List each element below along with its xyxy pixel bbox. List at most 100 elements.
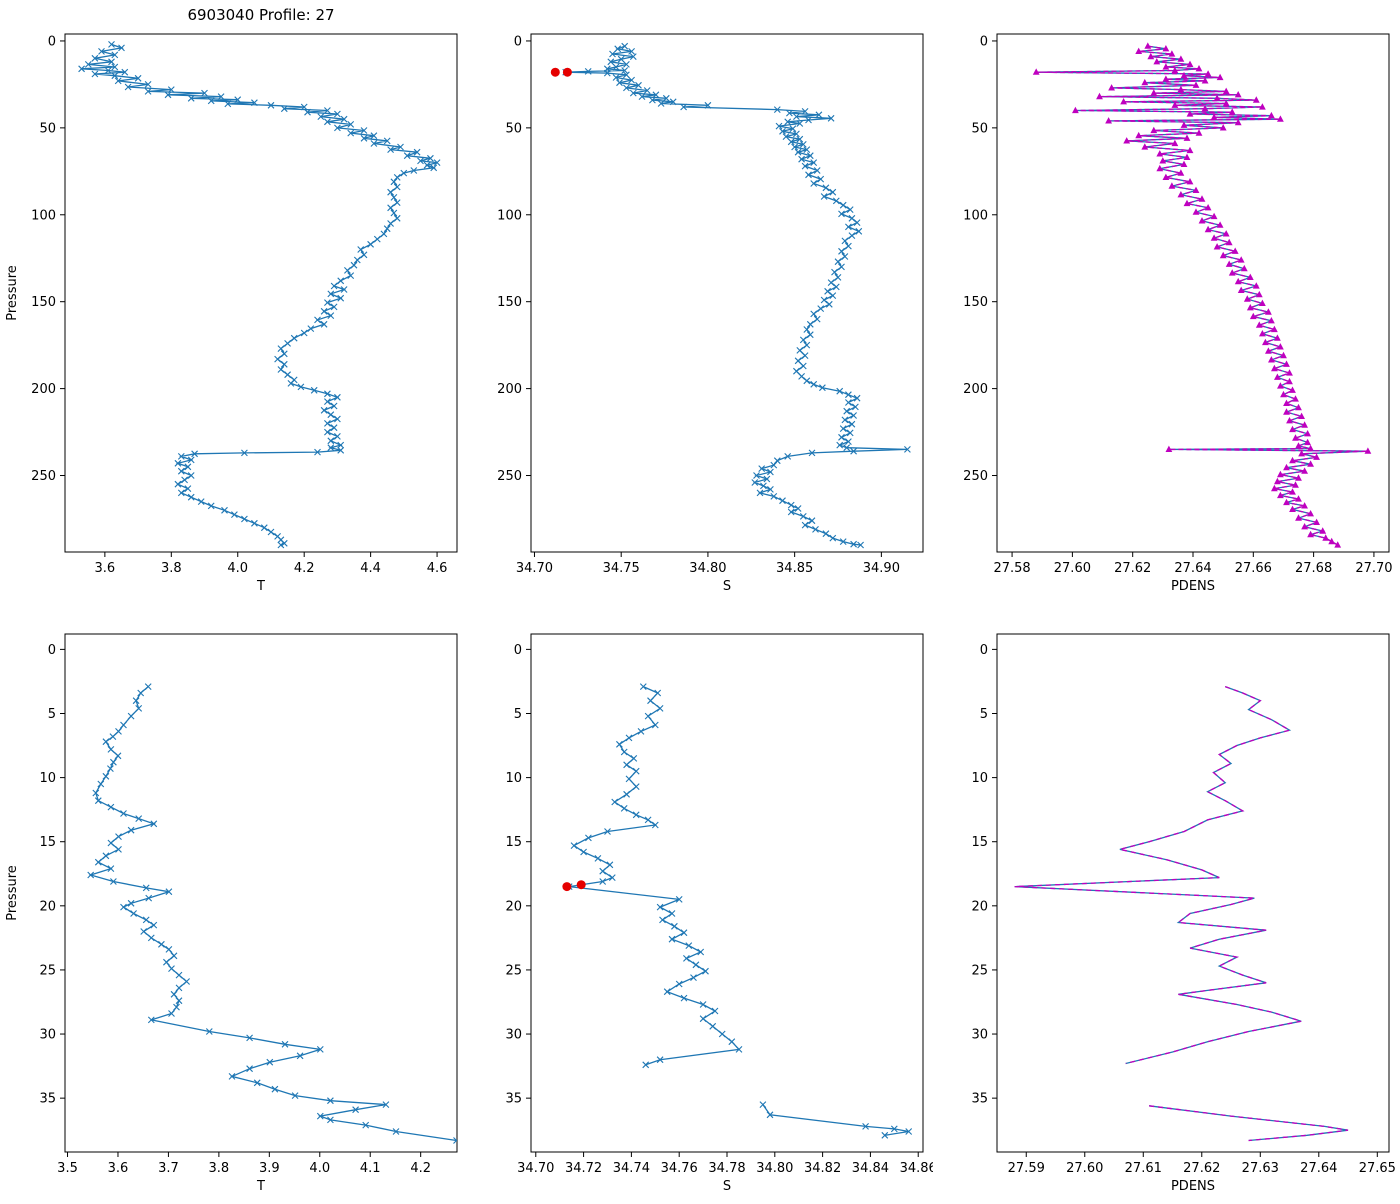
y-tick-label: 15 — [505, 835, 522, 850]
salinity-profile-zoom-path — [762, 1104, 909, 1136]
chart-svg: 34.70 34.75 34.80 34.85 34.90 0 50 100 150 200 250… — [497, 33, 924, 594]
y-tick-label: 10 — [971, 771, 988, 786]
y-tick-label: 250 — [31, 469, 56, 484]
x-tick-label: 27.60 — [1066, 1161, 1103, 1176]
pdens-profile-zoom-dashed-path — [1014, 685, 1302, 1065]
chart-svg: 34.70 34.72 34.74 34.76 34.78 34.80 34.82 34.84… — [505, 633, 937, 1194]
y-tick-label: 50 — [505, 121, 522, 136]
x-tick-label: 34.82 — [804, 1161, 841, 1176]
pdens-profile-zoom-dashed-path — [1149, 1105, 1349, 1142]
x-tick-label: 34.90 — [863, 561, 900, 576]
y-tick-label: 200 — [31, 382, 56, 397]
y-tick-label: 35 — [971, 1092, 988, 1107]
y-tick-label: 5 — [980, 707, 988, 722]
figure-title: 6903040 Profile: 27 — [187, 6, 334, 24]
y-tick-label: 20 — [505, 899, 522, 914]
x-tick-label: 34.75 — [603, 561, 640, 576]
x-axis-label: T — [256, 1179, 265, 1194]
y-tick-label: 0 — [514, 34, 522, 49]
x-tick-label: 27.63 — [1242, 1161, 1279, 1176]
x-tick-label: 27.66 — [1235, 561, 1272, 576]
y-tick-label: 35 — [39, 1092, 56, 1107]
x-tick-label: 3.9 — [259, 1161, 280, 1176]
y-tick-label: 150 — [497, 295, 522, 310]
y-tick-label: 15 — [971, 835, 988, 850]
y-axis-label: Pressure — [5, 265, 20, 321]
x-tick-label: 27.62 — [1114, 561, 1151, 576]
chart-svg: 3.5 3.6 3.7 3.8 3.9 4.0 4.1 4.2 0 5 10 15 20 25 30 35 T P… — [5, 633, 458, 1194]
pdens-profile-zoom-line-path — [1149, 1105, 1349, 1142]
y-tick-label: 250 — [963, 469, 988, 484]
axes-frame — [530, 33, 924, 553]
y-tick-label: 30 — [505, 1028, 522, 1043]
pdens-profile-line-path — [1036, 45, 1368, 546]
y-tick-label: 150 — [963, 295, 988, 310]
y-tick-label: 15 — [39, 835, 56, 850]
x-tick-label: 27.60 — [1054, 561, 1091, 576]
y-tick-label: 250 — [497, 469, 522, 484]
y-tick-label: 200 — [497, 382, 522, 397]
x-tick-label: 3.6 — [95, 561, 116, 576]
x-tick-label: 3.8 — [209, 1161, 230, 1176]
x-tick-label: 34.86 — [900, 1161, 933, 1176]
x-tick-label: 3.8 — [161, 561, 182, 576]
y-tick-label: 35 — [505, 1092, 522, 1107]
x-tick-label: 34.70 — [517, 1161, 554, 1176]
x-tick-label: 34.74 — [613, 1161, 650, 1176]
y-tick-label: 20 — [971, 899, 988, 914]
y-tick-label: 5 — [514, 707, 522, 722]
x-tick-label: 4.6 — [427, 561, 448, 576]
x-tick-label: 4.2 — [294, 561, 315, 576]
x-tick-label: 27.70 — [1355, 561, 1392, 576]
plot-pdens-full: 27.58 27.60 27.62 27.64 27.66 27.68 27.70 0 50 10… — [933, 0, 1399, 600]
y-tick-label: 100 — [497, 208, 522, 223]
y-tick-label: 25 — [39, 963, 56, 978]
y-tick-label: 25 — [971, 963, 988, 978]
x-tick-label: 27.68 — [1295, 561, 1332, 576]
x-tick-label: 27.58 — [993, 561, 1030, 576]
pdens-profile-zoom-line-path — [1014, 685, 1302, 1065]
plot-temperature-zoom: 3.5 3.6 3.7 3.8 3.9 4.0 4.1 4.2 0 5 10 15 20 25 30 35 T P… — [1, 600, 467, 1200]
plot-salinity-full: 34.70 34.75 34.80 34.85 34.90 0 50 100 150 200 250… — [467, 0, 933, 600]
temperature-profile-zoom-path — [88, 686, 457, 1142]
salinity-profile-zoom-path — [569, 686, 741, 1066]
x-axis-label: S — [723, 579, 731, 594]
y-tick-label: 5 — [48, 707, 56, 722]
pdens-profile-markers-path — [1036, 45, 1368, 546]
x-tick-label: 4.0 — [309, 1161, 330, 1176]
axes-frame — [64, 633, 458, 1153]
y-tick-label: 0 — [514, 643, 522, 658]
chart-svg: 27.59 27.60 27.61 27.62 27.63 27.64 27.65 0 5 10 1… — [971, 633, 1396, 1194]
x-tick-label: 34.70 — [516, 561, 553, 576]
x-tick-label: 27.65 — [1359, 1161, 1396, 1176]
chart-svg: 3.6 3.8 4.0 4.2 4.4 4.6 0 50 100 150 200 250 T Pressu… — [5, 6, 458, 594]
axes-frame — [996, 633, 1390, 1153]
y-tick-label: 0 — [48, 34, 56, 49]
axes-frame — [530, 633, 924, 1153]
y-tick-label: 100 — [963, 208, 988, 223]
x-tick-label: 27.64 — [1300, 1161, 1337, 1176]
plot-salinity-zoom: 34.70 34.72 34.74 34.76 34.78 34.80 34.82 34.84… — [467, 600, 937, 1200]
x-axis-label: T — [256, 579, 265, 594]
plot-temperature-full: 3.6 3.8 4.0 4.2 4.4 4.6 0 50 100 150 200 250 T Pressu… — [1, 0, 467, 600]
chart-svg: 27.58 27.60 27.62 27.64 27.66 27.68 27.70 0 50 10… — [963, 33, 1393, 594]
salinity-profile-path — [565, 45, 908, 546]
x-tick-label: 4.0 — [227, 561, 248, 576]
y-axis-label: Pressure — [5, 865, 20, 921]
y-tick-label: 0 — [980, 34, 988, 49]
y-tick-label: 10 — [39, 771, 56, 786]
y-tick-label: 50 — [971, 121, 988, 136]
x-tick-label: 34.85 — [776, 561, 813, 576]
x-tick-label: 27.59 — [1008, 1161, 1045, 1176]
x-tick-label: 3.5 — [57, 1161, 78, 1176]
x-tick-label: 4.4 — [360, 561, 381, 576]
x-axis-label: S — [723, 1179, 731, 1194]
axes-frame — [64, 33, 458, 553]
x-axis-label: PDENS — [1171, 579, 1215, 594]
temperature-profile-path — [81, 43, 438, 546]
x-tick-label: 34.80 — [756, 1161, 793, 1176]
y-tick-label: 10 — [505, 771, 522, 786]
x-tick-label: 27.64 — [1174, 561, 1211, 576]
x-tick-label: 27.62 — [1183, 1161, 1220, 1176]
